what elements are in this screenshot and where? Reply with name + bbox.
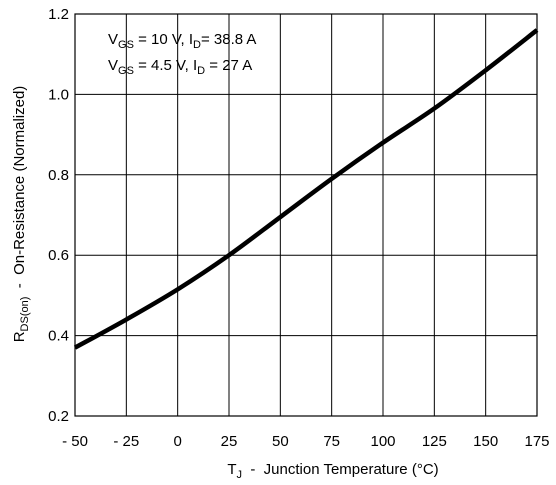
y-label-main: R	[11, 331, 28, 342]
y-tick-label: 0.8	[48, 167, 69, 184]
y-tick-label: 0.4	[48, 328, 69, 345]
x-tick-label: 150	[473, 433, 498, 450]
plot-frame	[74, 13, 538, 417]
legend-2-part2: = 4.5 V, I	[134, 57, 197, 74]
x-tick-label: - 50	[62, 433, 88, 450]
x-axis-label: TJ - Junction Temperature (°C)	[227, 461, 438, 481]
x-tick-label: 50	[272, 433, 289, 450]
legend-line-2: VGS = 4.5 V, ID = 27 A	[108, 57, 252, 77]
x-tick-label: 175	[524, 433, 549, 450]
y-tick-label: 0.6	[48, 247, 69, 264]
y-tick-labels: 0.2 0.4 0.6 0.8 1.0 1.2	[48, 6, 69, 425]
x-tick-label: 125	[422, 433, 447, 450]
legend-2-part1: V	[108, 57, 118, 74]
x-label-sub: J	[237, 469, 243, 481]
x-tick-label: - 25	[113, 433, 139, 450]
x-tick-label: 0	[173, 433, 181, 450]
y-tick-label: 1.2	[48, 6, 69, 23]
y-tick-label: 0.2	[48, 408, 69, 425]
legend-1-part2: = 10 V, I	[134, 31, 193, 48]
x-label-rest: - Junction Temperature (°C)	[242, 461, 439, 478]
legend-1-part3: = 38.8 A	[201, 31, 256, 48]
legend-1-sub1: GS	[118, 39, 134, 51]
legend-2-sub2: D	[197, 65, 205, 77]
x-tick-label: 25	[221, 433, 238, 450]
x-tick-label: 100	[370, 433, 395, 450]
y-axis-label: RDS(on) - On-Resistance (Normalized)	[11, 86, 31, 343]
x-label-main: T	[227, 461, 236, 478]
legend-1-part1: V	[108, 31, 118, 48]
y-tick-label: 1.0	[48, 86, 69, 103]
legend-2-part3: = 27 A	[205, 57, 252, 74]
legend-2-sub1: GS	[118, 65, 134, 77]
rdson-vs-temperature-curve	[73, 28, 539, 350]
legend-line-1: VGS = 10 V, ID= 38.8 A	[108, 31, 256, 51]
grid-lines	[75, 14, 537, 416]
x-tick-label: 75	[323, 433, 340, 450]
y-label-sub: DS(on)	[19, 297, 31, 332]
y-label-rest: - On-Resistance (Normalized)	[11, 86, 28, 297]
x-tick-labels: - 50 - 25 0 25 50 75 100 125 150 175	[62, 433, 549, 450]
legend-1-sub2: D	[193, 39, 201, 51]
